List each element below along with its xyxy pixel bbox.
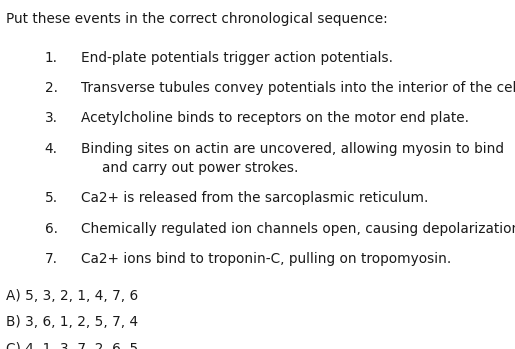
Text: A) 5, 3, 2, 1, 4, 7, 6: A) 5, 3, 2, 1, 4, 7, 6: [6, 289, 139, 303]
Text: and carry out power strokes.: and carry out power strokes.: [102, 161, 298, 175]
Text: Ca2+ is released from the sarcoplasmic reticulum.: Ca2+ is released from the sarcoplasmic r…: [81, 191, 429, 205]
Text: Put these events in the correct chronological sequence:: Put these events in the correct chronolo…: [6, 12, 388, 26]
Text: Acetylcholine binds to receptors on the motor end plate.: Acetylcholine binds to receptors on the …: [81, 111, 469, 125]
Text: Transverse tubules convey potentials into the interior of the cell.: Transverse tubules convey potentials int…: [81, 81, 515, 95]
Text: 4.: 4.: [45, 142, 58, 156]
Text: 1.: 1.: [45, 51, 58, 65]
Text: 7.: 7.: [45, 252, 58, 266]
Text: 5.: 5.: [45, 191, 58, 205]
Text: B) 3, 6, 1, 2, 5, 7, 4: B) 3, 6, 1, 2, 5, 7, 4: [6, 315, 139, 329]
Text: End-plate potentials trigger action potentials.: End-plate potentials trigger action pote…: [81, 51, 393, 65]
Text: Binding sites on actin are uncovered, allowing myosin to bind: Binding sites on actin are uncovered, al…: [81, 142, 504, 156]
Text: 6.: 6.: [45, 222, 58, 236]
Text: C) 4, 1, 3, 7, 2, 6, 5: C) 4, 1, 3, 7, 2, 6, 5: [6, 342, 139, 349]
Text: 2.: 2.: [45, 81, 58, 95]
Text: Ca2+ ions bind to troponin-C, pulling on tropomyosin.: Ca2+ ions bind to troponin-C, pulling on…: [81, 252, 452, 266]
Text: 3.: 3.: [45, 111, 58, 125]
Text: Chemically regulated ion channels open, causing depolarization.: Chemically regulated ion channels open, …: [81, 222, 515, 236]
